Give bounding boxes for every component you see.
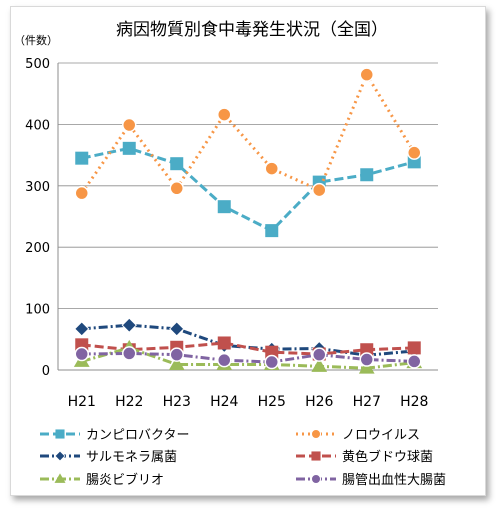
- data-point: [74, 346, 89, 362]
- data-point: [121, 317, 137, 333]
- legend-entry: 黄色ブドウ球菌: [296, 449, 433, 465]
- legend-entry: ノロウイルス: [296, 428, 420, 443]
- legend-marker: [54, 473, 66, 483]
- legend-entry: 腸炎ビブリオ: [40, 472, 164, 488]
- legend-label: 腸炎ビブリオ: [86, 472, 164, 488]
- y-tick-label: 100: [25, 303, 50, 318]
- data-point: [169, 321, 185, 337]
- data-point: [312, 182, 327, 198]
- data-point: [170, 157, 184, 171]
- legend-marker: [311, 451, 321, 461]
- series-line: [81, 323, 415, 357]
- legend-marker: [310, 428, 322, 440]
- legend-label: サルモネラ属菌: [86, 450, 177, 465]
- data-point: [358, 360, 375, 374]
- legend-marker: [54, 450, 66, 462]
- data-point: [407, 354, 422, 369]
- data-point: [407, 145, 422, 160]
- data-point: [217, 107, 232, 122]
- series-0: [75, 141, 421, 238]
- y-tick-label: 500: [25, 57, 50, 72]
- data-point: [359, 67, 374, 82]
- data-point: [169, 181, 184, 196]
- legend-entry: 腸管出血性大腸菌: [296, 473, 446, 488]
- data-point: [168, 356, 185, 370]
- data-point: [264, 354, 279, 370]
- legend-label: ノロウイルス: [342, 428, 420, 443]
- x-tick-label: H22: [115, 394, 143, 410]
- legend-marker: [55, 429, 65, 439]
- data-point: [217, 336, 231, 350]
- x-tick-label: H26: [305, 394, 333, 410]
- data-point: [217, 352, 232, 368]
- x-tick-label: H23: [163, 394, 191, 410]
- series-line: [81, 146, 415, 233]
- legend-entry: カンピロバクター: [40, 428, 189, 443]
- data-point: [169, 347, 184, 362]
- data-point: [122, 346, 137, 361]
- data-point: [264, 161, 279, 176]
- legend-label: 腸管出血性大腸菌: [342, 473, 446, 488]
- y-tick-label: 300: [25, 180, 50, 195]
- y-tick-label: 400: [25, 118, 50, 133]
- x-tick-label: H28: [400, 394, 428, 410]
- y-tick-label: 200: [25, 241, 50, 256]
- x-tick-label: H27: [353, 394, 381, 410]
- data-point: [359, 352, 374, 367]
- legend-label: カンピロバクター: [86, 428, 189, 443]
- data-point: [217, 200, 231, 214]
- data-point: [75, 151, 89, 165]
- series-5: [74, 346, 422, 370]
- data-point: [122, 117, 137, 133]
- x-tick-label: H25: [258, 394, 286, 410]
- series-1: [74, 67, 422, 201]
- series-line: [81, 351, 415, 364]
- data-point: [74, 321, 90, 337]
- legend-entry: サルモネラ属菌: [40, 450, 177, 465]
- series-line: [80, 73, 416, 195]
- legend-label: 黄色ブドウ球菌: [342, 449, 433, 465]
- data-point: [311, 358, 328, 372]
- data-point: [265, 224, 279, 238]
- data-point: [312, 347, 327, 362]
- y-axis-unit-label: （件数）: [14, 34, 58, 47]
- chart-frame: [10, 6, 486, 496]
- legend-marker: [310, 473, 322, 485]
- x-tick-label: H21: [68, 394, 96, 410]
- y-tick-label: 0: [42, 364, 50, 379]
- series-line: [81, 346, 415, 370]
- data-point: [122, 141, 136, 155]
- x-tick-label: H24: [210, 394, 238, 410]
- data-point: [74, 185, 89, 201]
- data-point: [360, 168, 374, 182]
- data-point: [407, 341, 421, 355]
- chart-title: 病因物質別食中毒発生状況（全国）: [116, 20, 388, 40]
